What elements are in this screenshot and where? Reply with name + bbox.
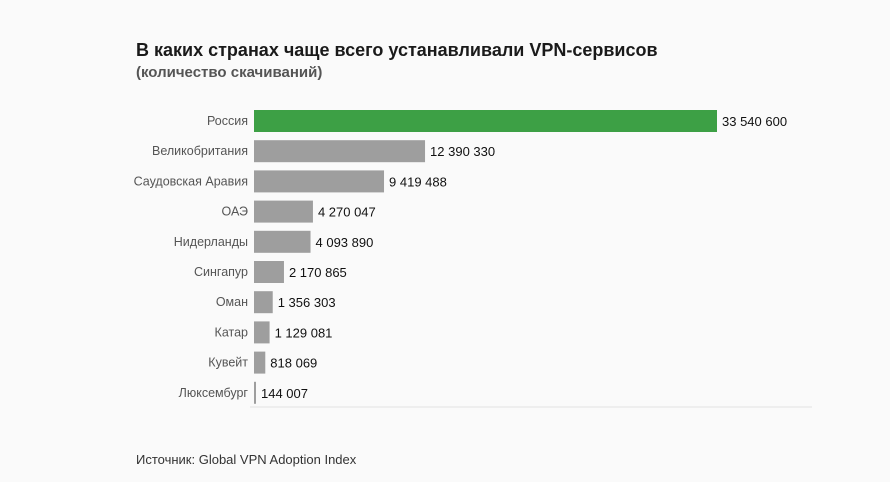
category-label: Россия — [207, 114, 248, 128]
value-label: 4 093 890 — [316, 235, 374, 250]
bar — [254, 170, 385, 193]
bar — [254, 140, 426, 163]
value-label: 144 007 — [261, 386, 308, 401]
category-label: Оман — [216, 295, 248, 309]
bar — [254, 230, 311, 253]
value-label: 9 419 488 — [389, 174, 447, 189]
category-label: Нидерланды — [174, 235, 248, 249]
bar — [254, 381, 256, 404]
value-label: 2 170 865 — [289, 265, 347, 280]
bar — [254, 321, 270, 344]
category-label: Великобритания — [152, 144, 248, 158]
bar — [254, 200, 313, 223]
bar — [254, 291, 273, 314]
value-label: 1 129 081 — [275, 325, 333, 340]
bar — [254, 351, 266, 374]
category-label: Люксембург — [179, 386, 249, 400]
bar — [254, 110, 717, 132]
category-label: Кувейт — [208, 356, 248, 370]
value-label: 33 540 600 — [722, 114, 787, 129]
category-label: Катар — [215, 325, 248, 339]
value-label: 1 356 303 — [278, 295, 336, 310]
value-label: 4 270 047 — [318, 205, 376, 220]
value-label: 818 069 — [270, 356, 317, 371]
category-label: Сингапур — [194, 265, 248, 279]
value-label: 12 390 330 — [430, 144, 495, 159]
category-label: ОАЭ — [222, 205, 249, 219]
chart-title: В каких странах чаще всего устанавливали… — [136, 40, 658, 60]
source-note: Источник: Global VPN Adoption Index — [136, 452, 357, 467]
chart-subtitle: (количество скачиваний) — [136, 64, 323, 81]
category-label: Саудовская Аравия — [134, 174, 248, 188]
bar — [254, 261, 284, 283]
